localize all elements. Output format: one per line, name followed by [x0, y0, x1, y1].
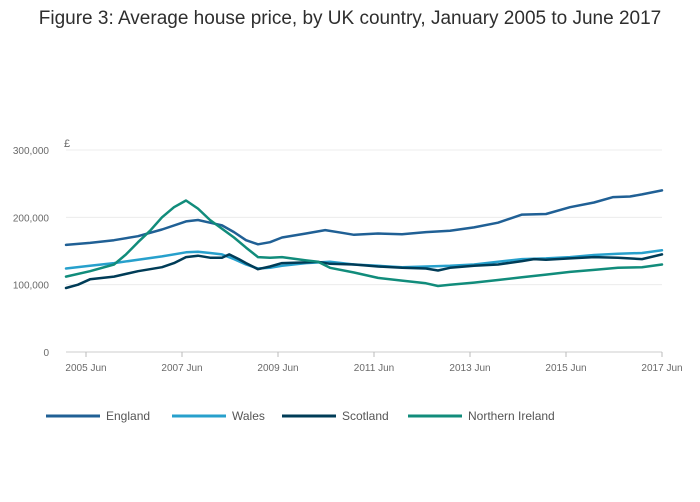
y-tick-label: 0 — [43, 348, 49, 359]
legend-label: Wales — [232, 409, 265, 423]
legend-label: Scotland — [342, 409, 389, 423]
x-tick-label: 2017 Jun — [641, 363, 682, 374]
x-tick-label: 2015 Jun — [545, 363, 586, 374]
y-tick-label: 200,000 — [13, 213, 50, 224]
legend-label: Northern Ireland — [468, 409, 555, 423]
x-tick-label: 2013 Jun — [449, 363, 490, 374]
legend-item-scotland[interactable]: Scotland — [282, 409, 389, 423]
legend-label: England — [106, 409, 150, 423]
legend-item-wales[interactable]: Wales — [172, 409, 265, 423]
legend[interactable]: England Wales Scotland Northern Ireland — [46, 409, 555, 423]
series-line-england[interactable] — [64, 189, 664, 247]
series-line-northern-ireland[interactable] — [64, 199, 664, 288]
x-tick-label: 2011 Jun — [354, 363, 394, 374]
y-tick-label: 300,000 — [13, 146, 50, 157]
y-tick-label: 100,000 — [13, 281, 50, 292]
x-axis: 2005 Jun 2007 Jun 2009 Jun 2011 Jun 2013 Jun… — [65, 352, 683, 374]
x-tick-label: 2005 Jun — [65, 363, 106, 374]
x-tick-label: 2009 Jun — [257, 363, 298, 374]
gridlines — [66, 149, 662, 353]
chart-title: Figure 3: Average house price, by UK cou… — [38, 8, 662, 29]
legend-item-northern-ireland[interactable]: Northern Ireland — [408, 409, 555, 423]
y-axis: £ 0 100,000 200,000 300,000 — [13, 138, 70, 359]
x-tick-label: 2007 Jun — [161, 363, 202, 374]
legend-item-england[interactable]: England — [46, 409, 150, 423]
y-axis-unit-label: £ — [64, 138, 70, 150]
series-lines — [64, 189, 664, 290]
